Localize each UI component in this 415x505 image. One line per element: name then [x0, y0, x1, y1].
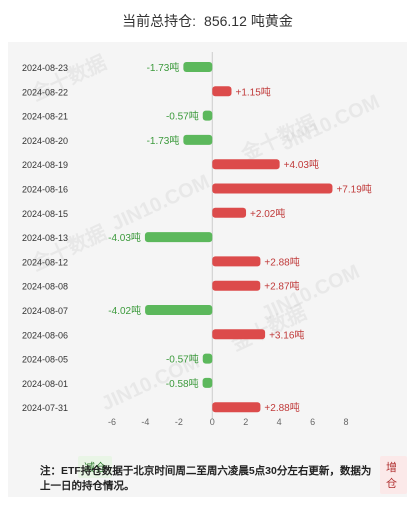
data-label: -0.57吨 — [166, 353, 199, 366]
data-label: +4.03吨 — [284, 158, 319, 171]
x-tick-label: -2 — [175, 417, 183, 427]
category-label: 2024-08-19 — [22, 160, 68, 170]
category-label: 2024-08-06 — [22, 330, 68, 340]
x-tick-label: -4 — [141, 417, 149, 427]
data-label: -0.58吨 — [166, 377, 199, 390]
data-label: +2.87吨 — [264, 280, 299, 293]
category-label: 2024-08-16 — [22, 185, 68, 195]
data-bar — [212, 86, 232, 97]
data-bar — [212, 329, 266, 340]
data-bar — [183, 62, 213, 72]
etf-holdings-bar-chart: 2024-08-23 -1.73吨 2024-08-22 +1.15吨 2024-08-… — [22, 52, 372, 427]
data-label: +3.16吨 — [269, 328, 304, 341]
data-bar — [202, 110, 213, 121]
x-tick-label: 6 — [310, 417, 315, 427]
data-label: +2.88吨 — [264, 255, 299, 268]
category-label: 2024-08-23 — [22, 63, 68, 73]
x-tick-label: 8 — [343, 417, 348, 427]
x-tick-label: -6 — [108, 417, 116, 427]
data-label: -1.73吨 — [147, 61, 180, 74]
x-tick-label: 4 — [277, 417, 282, 427]
decrease-axis-label: 减仓 — [78, 456, 112, 478]
data-bar — [144, 232, 213, 243]
data-label: -4.03吨 — [108, 231, 141, 244]
data-bar — [212, 280, 261, 291]
total-holdings-unit: 吨黄金 — [250, 13, 293, 29]
category-label: 2024-08-05 — [22, 355, 68, 365]
data-label: +1.15吨 — [236, 85, 271, 98]
data-bar — [212, 256, 261, 267]
chart-panel: 金十数据 JIN10.COM 金十数据 JIN10.COM 金十数据 JIN10… — [8, 42, 407, 497]
category-label: 2024-08-20 — [22, 136, 68, 146]
data-label: +2.02吨 — [250, 207, 285, 220]
category-label: 2024-08-12 — [22, 257, 68, 267]
total-holdings-label: 当前总持仓: — [122, 13, 197, 29]
x-tick-label: 0 — [210, 417, 215, 427]
x-tick-label: 2 — [243, 417, 248, 427]
data-label: -4.02吨 — [108, 304, 141, 317]
data-bar — [212, 207, 247, 218]
category-label: 2024-08-15 — [22, 209, 68, 219]
increase-axis-label: 增仓 — [380, 456, 407, 494]
data-bar — [212, 183, 333, 194]
category-label: 2024-08-22 — [22, 87, 68, 97]
category-label: 2024-08-08 — [22, 282, 68, 292]
chart-header: 当前总持仓: 856.12 吨黄金 — [0, 0, 415, 42]
data-bar — [202, 377, 213, 388]
data-label: -0.57吨 — [166, 110, 199, 123]
category-label: 2024-08-21 — [22, 112, 68, 122]
data-bar — [202, 353, 213, 364]
category-label: 2024-08-01 — [22, 379, 68, 389]
data-bar — [183, 134, 213, 145]
data-label: -1.73吨 — [147, 134, 180, 147]
category-label: 2024-08-07 — [22, 306, 68, 316]
footnote: 注：ETF持仓数据于北京时间周二至周六凌晨5点30分左右更新，数据为上一日的持仓… — [40, 465, 372, 492]
data-label: +7.19吨 — [336, 183, 371, 196]
data-bar — [145, 305, 213, 315]
category-label: 2024-07-31 — [22, 403, 68, 413]
category-label: 2024-08-13 — [22, 233, 68, 243]
data-label: +2.88吨 — [264, 401, 299, 414]
total-holdings-value: 856.12 — [204, 13, 247, 29]
data-bar — [212, 159, 280, 170]
data-bar — [212, 402, 261, 413]
